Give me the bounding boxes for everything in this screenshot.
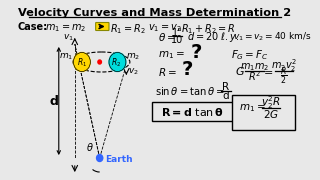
Text: $m_1 =$: $m_1 =$ [158, 49, 185, 61]
Circle shape [97, 154, 103, 161]
Text: $G$: $G$ [235, 65, 245, 77]
Text: $\frac{R}{2}$: $\frac{R}{2}$ [280, 65, 287, 87]
Text: $v_2$: $v_2$ [128, 67, 139, 77]
Text: $2G$: $2G$ [263, 108, 279, 120]
Text: $R_1 + R_2 = R$: $R_1 + R_2 = R$ [181, 22, 236, 36]
Text: R: R [222, 82, 229, 92]
Circle shape [74, 53, 90, 71]
Text: $m_1 =$: $m_1 =$ [239, 102, 266, 114]
Text: d: d [49, 94, 58, 107]
Text: ?: ? [190, 42, 202, 62]
Text: Case:: Case: [18, 22, 48, 32]
FancyBboxPatch shape [152, 102, 234, 120]
Text: $R_1$: $R_1$ [77, 57, 87, 69]
Text: $\mathbf{R = d\ \tan\theta}$: $\mathbf{R = d\ \tan\theta}$ [162, 106, 225, 118]
Circle shape [98, 60, 101, 64]
Text: d: d [223, 91, 229, 100]
Text: $\theta =$: $\theta =$ [158, 31, 176, 43]
Text: ?: ? [181, 60, 193, 78]
Text: $m_2 v_2^2$: $m_2 v_2^2$ [271, 58, 297, 74]
FancyBboxPatch shape [96, 22, 109, 30]
Text: $R =$: $R =$ [158, 66, 177, 78]
Text: $=$: $=$ [261, 66, 274, 76]
Text: $R_2$: $R_2$ [111, 57, 122, 69]
Text: $m_1$: $m_1$ [59, 52, 73, 62]
FancyBboxPatch shape [232, 94, 295, 129]
Text: Earth: Earth [105, 156, 132, 165]
Text: $m_1 m_2$: $m_1 m_2$ [240, 61, 269, 73]
Text: $m_2$: $m_2$ [126, 52, 140, 62]
Text: Velocity Curves and Mass Determination 2: Velocity Curves and Mass Determination 2 [18, 8, 291, 18]
Text: $R_1 = R_2$: $R_1 = R_2$ [110, 22, 146, 36]
Text: 10: 10 [171, 35, 183, 45]
Circle shape [109, 53, 126, 71]
Text: $v_1$: $v_1$ [63, 33, 74, 43]
Text: $v_1 = v_2 = 40$ km/s: $v_1 = v_2 = 40$ km/s [233, 31, 312, 43]
Text: $v_1 = v_2$: $v_1 = v_2$ [148, 22, 181, 34]
Text: $\sin\theta = \tan\theta =$: $\sin\theta = \tan\theta =$ [155, 85, 225, 97]
Text: $d = 20\ \ell.y.$: $d = 20\ \ell.y.$ [187, 30, 239, 44]
Text: $\theta$: $\theta$ [86, 141, 94, 153]
Text: $R^2$: $R^2$ [248, 69, 261, 83]
Text: 1": 1" [172, 28, 182, 38]
Text: $v_2^2 R$: $v_2^2 R$ [261, 95, 281, 111]
Text: $m_1 = m_2$: $m_1 = m_2$ [44, 22, 86, 34]
Text: $F_G = F_C$: $F_G = F_C$ [231, 48, 269, 62]
